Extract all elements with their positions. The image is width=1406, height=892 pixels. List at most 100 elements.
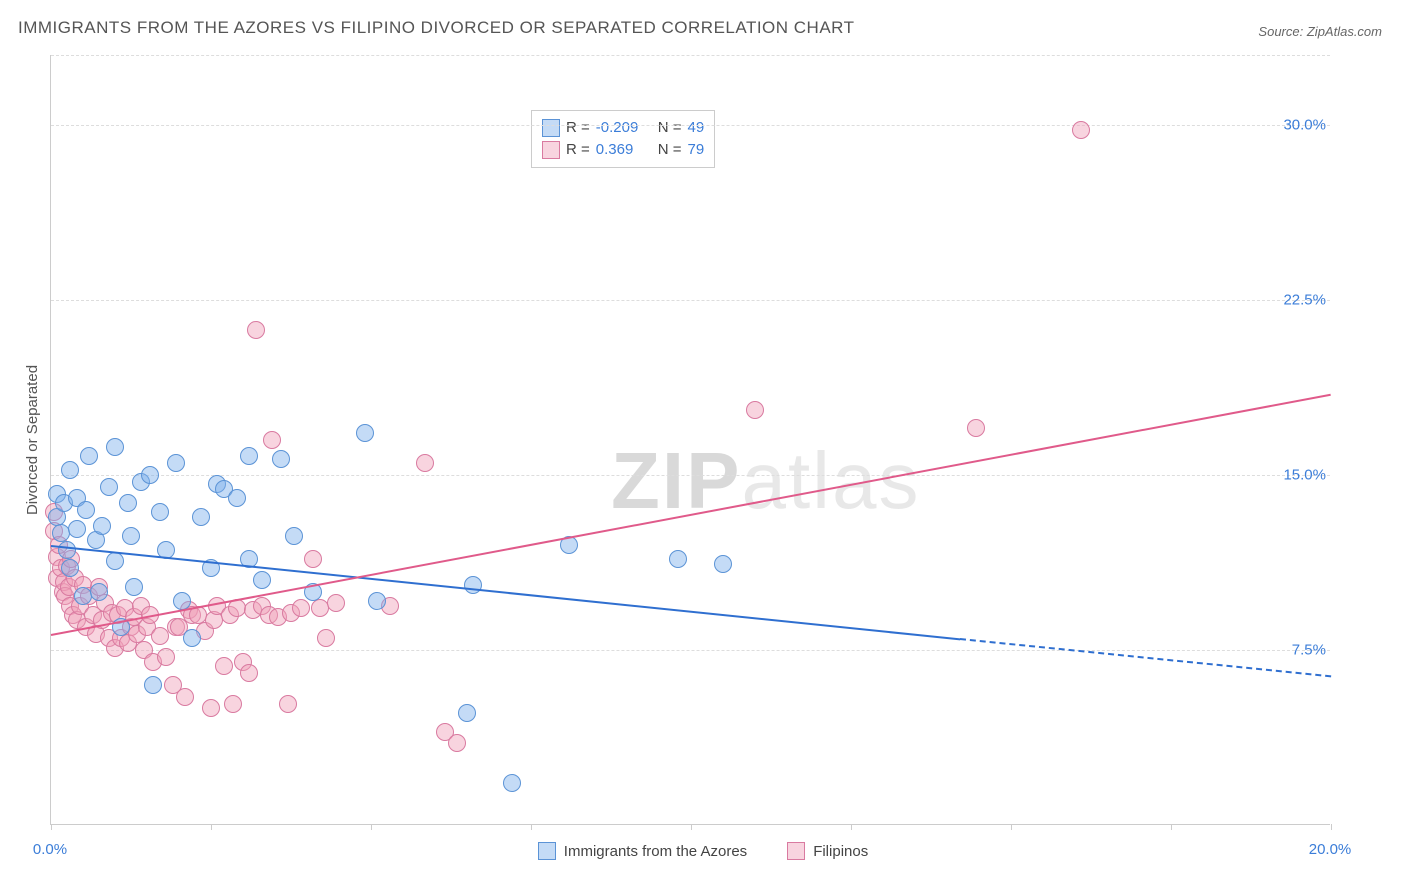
r-value-filipinos: 0.369: [596, 139, 652, 161]
scatter-point-filipinos: [448, 734, 466, 752]
scatter-point-azores: [144, 676, 162, 694]
watermark-bold: ZIP: [611, 436, 741, 525]
scatter-point-filipinos: [327, 594, 345, 612]
legend-row-filipinos: R = 0.369 N = 79: [542, 139, 704, 161]
bottom-legend: Immigrants from the Azores Filipinos: [0, 842, 1406, 860]
swatch-azores: [538, 842, 556, 860]
x-tick-label: 20.0%: [1309, 841, 1352, 858]
x-tick-mark: [851, 824, 852, 830]
x-tick-mark: [1171, 824, 1172, 830]
scatter-point-filipinos: [1072, 121, 1090, 139]
regression-line: [51, 393, 1331, 635]
source-label: Source:: [1258, 24, 1303, 39]
gridline: [51, 125, 1330, 126]
series-label-filipinos: Filipinos: [813, 843, 868, 860]
series-label-azores: Immigrants from the Azores: [564, 843, 747, 860]
scatter-point-azores: [58, 541, 76, 559]
scatter-point-azores: [141, 466, 159, 484]
y-axis-label: Divorced or Separated: [24, 365, 41, 515]
n-value-azores: 49: [688, 117, 705, 139]
scatter-point-filipinos: [151, 627, 169, 645]
scatter-point-azores: [106, 438, 124, 456]
x-tick-mark: [371, 824, 372, 830]
correlation-legend: R = -0.209 N = 49 R = 0.369 N = 79: [531, 110, 715, 168]
scatter-point-azores: [106, 552, 124, 570]
n-value-filipinos: 79: [688, 139, 705, 161]
bottom-legend-azores: Immigrants from the Azores: [538, 842, 747, 860]
y-tick-label: 7.5%: [1292, 642, 1326, 659]
gridline: [51, 650, 1330, 651]
scatter-point-azores: [119, 494, 137, 512]
watermark-light: atlas: [741, 436, 920, 525]
swatch-filipinos: [542, 141, 560, 159]
scatter-point-azores: [61, 559, 79, 577]
scatter-point-filipinos: [247, 321, 265, 339]
scatter-point-azores: [61, 461, 79, 479]
scatter-point-azores: [458, 704, 476, 722]
scatter-point-azores: [240, 447, 258, 465]
scatter-point-azores: [285, 527, 303, 545]
r-value-azores: -0.209: [596, 117, 652, 139]
scatter-point-filipinos: [304, 550, 322, 568]
y-tick-label: 22.5%: [1283, 292, 1326, 309]
legend-row-azores: R = -0.209 N = 49: [542, 117, 704, 139]
scatter-point-azores: [167, 454, 185, 472]
scatter-point-filipinos: [967, 419, 985, 437]
scatter-point-azores: [93, 517, 111, 535]
x-tick-mark: [211, 824, 212, 830]
regression-line: [960, 638, 1331, 677]
scatter-point-azores: [100, 478, 118, 496]
n-label: N =: [658, 139, 682, 161]
x-tick-mark: [1331, 824, 1332, 830]
r-label: R =: [566, 139, 590, 161]
chart-title: IMMIGRANTS FROM THE AZORES VS FILIPINO D…: [18, 18, 855, 38]
scatter-point-azores: [368, 592, 386, 610]
scatter-point-azores: [80, 447, 98, 465]
scatter-point-azores: [228, 489, 246, 507]
gridline: [51, 475, 1330, 476]
scatter-point-azores: [151, 503, 169, 521]
x-tick-mark: [691, 824, 692, 830]
scatter-point-azores: [503, 774, 521, 792]
x-tick-mark: [51, 824, 52, 830]
x-tick-mark: [531, 824, 532, 830]
scatter-point-azores: [669, 550, 687, 568]
x-tick-mark: [1011, 824, 1012, 830]
scatter-point-azores: [122, 527, 140, 545]
scatter-point-azores: [253, 571, 271, 589]
scatter-point-filipinos: [176, 688, 194, 706]
n-label: N =: [658, 117, 682, 139]
source-name: ZipAtlas.com: [1307, 24, 1382, 39]
scatter-point-azores: [77, 501, 95, 519]
swatch-filipinos: [787, 842, 805, 860]
gridline: [51, 55, 1330, 56]
scatter-point-azores: [125, 578, 143, 596]
scatter-point-filipinos: [157, 648, 175, 666]
chart-container: IMMIGRANTS FROM THE AZORES VS FILIPINO D…: [0, 0, 1406, 892]
r-label: R =: [566, 117, 590, 139]
scatter-point-filipinos: [240, 664, 258, 682]
source-attribution: Source: ZipAtlas.com: [1258, 24, 1382, 39]
y-tick-label: 15.0%: [1283, 467, 1326, 484]
scatter-point-filipinos: [317, 629, 335, 647]
bottom-legend-filipinos: Filipinos: [787, 842, 868, 860]
scatter-point-filipinos: [416, 454, 434, 472]
scatter-point-azores: [183, 629, 201, 647]
scatter-point-azores: [68, 520, 86, 538]
scatter-point-filipinos: [215, 657, 233, 675]
scatter-point-azores: [272, 450, 290, 468]
gridline: [51, 300, 1330, 301]
scatter-point-filipinos: [202, 699, 220, 717]
x-tick-label: 0.0%: [33, 841, 67, 858]
scatter-point-azores: [90, 583, 108, 601]
scatter-point-azores: [714, 555, 732, 573]
plot-area: ZIPatlas R = -0.209 N = 49 R = 0.369 N =…: [50, 55, 1330, 825]
scatter-point-filipinos: [292, 599, 310, 617]
scatter-point-azores: [356, 424, 374, 442]
swatch-azores: [542, 119, 560, 137]
scatter-point-filipinos: [279, 695, 297, 713]
scatter-point-filipinos: [224, 695, 242, 713]
scatter-point-filipinos: [263, 431, 281, 449]
scatter-point-filipinos: [746, 401, 764, 419]
scatter-point-azores: [192, 508, 210, 526]
